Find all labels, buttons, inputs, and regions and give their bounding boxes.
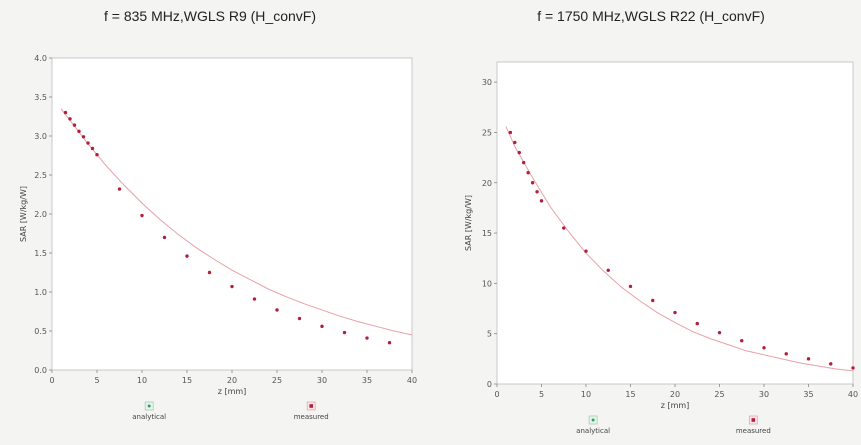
data-point-measured — [81, 135, 86, 139]
data-point-measured — [90, 146, 95, 151]
y-tick-label: 3.5 — [34, 93, 47, 102]
y-tick-label: 2.0 — [34, 210, 47, 219]
chart-835mhz: f = 835 MHz,WGLS R9 (H_convF) 0 5 10 15 20 25… — [0, 0, 420, 445]
data-point-measured — [275, 308, 279, 312]
data-point-measured — [535, 190, 539, 194]
data-point-measured — [526, 170, 530, 175]
data-point-measured — [77, 129, 81, 134]
y-tick-label: 25 — [482, 128, 492, 137]
y-tick-label: 10 — [482, 279, 492, 288]
legend-analytical-marker — [591, 418, 595, 422]
y-tick-label: 0 — [487, 380, 492, 389]
chart-835mhz-plot: 0 5 10 15 20 25 30 35 40 0.0 0.5 1.0 1.5 2.0 2.5 3.0 3.5… — [19, 54, 417, 421]
data-point-measured — [95, 153, 99, 157]
data-point-measured — [517, 150, 521, 155]
data-point-measured — [628, 284, 633, 289]
x-tick-label: 40 — [848, 390, 858, 399]
x-tick-label: 5 — [94, 376, 99, 385]
data-point-measured — [673, 310, 677, 315]
data-point-measured — [117, 187, 122, 191]
data-point-measured — [740, 339, 744, 343]
y-tick-label: 4.0 — [34, 54, 47, 63]
data-point-measured — [387, 341, 392, 345]
chart-title: f = 1750 MHz,WGLS R22 (H_convF) — [537, 8, 765, 24]
y-axis-label: SAR [W/kg/W] — [19, 186, 28, 242]
y-tick-label: 30 — [482, 78, 492, 87]
data-point-measured — [539, 199, 544, 203]
data-point-measured — [162, 235, 167, 240]
data-point-measured — [72, 123, 77, 127]
series-analytical-line — [60, 108, 413, 336]
data-point-measured — [342, 330, 347, 335]
data-point-measured — [717, 330, 722, 335]
legend-measured-marker — [751, 418, 756, 422]
data-point-measured — [530, 181, 535, 185]
y-tick-label: 2.5 — [34, 171, 47, 180]
legend-measured-label: measured — [294, 413, 329, 421]
data-point-measured — [252, 297, 257, 301]
legend-analytical-marker — [147, 404, 151, 408]
x-tick-label: 20 — [227, 376, 237, 385]
data-point-measured — [230, 284, 234, 289]
series-analytical-line — [505, 126, 854, 372]
data-point-measured — [829, 362, 833, 366]
data-point-measured — [606, 268, 610, 272]
x-tick-label: 30 — [317, 376, 327, 385]
legend-measured-label: measured — [736, 427, 771, 435]
data-point-measured — [207, 270, 212, 275]
data-point-measured — [695, 321, 699, 326]
y-tick-label: 0.5 — [34, 327, 47, 336]
data-point-measured — [140, 213, 144, 218]
y-tick-label: 20 — [482, 179, 492, 188]
chart-title: f = 835 MHz,WGLS R9 (H_convF) — [103, 8, 316, 24]
x-tick-label: 10 — [137, 376, 147, 385]
x-tick-label: 25 — [714, 390, 724, 399]
data-point-measured — [513, 140, 517, 145]
x-axis-label: z [mm] — [218, 387, 247, 396]
x-tick-label: 20 — [670, 390, 680, 399]
data-point-measured — [584, 249, 588, 253]
y-tick-label: 15 — [482, 229, 492, 238]
x-tick-label: 35 — [803, 390, 813, 399]
x-tick-label: 15 — [625, 390, 635, 399]
x-tick-label: 30 — [759, 390, 769, 399]
legend-analytical-label: analytical — [576, 427, 610, 435]
data-point-measured — [784, 352, 788, 356]
x-tick-label: 0 — [494, 390, 499, 399]
x-tick-label: 15 — [182, 376, 192, 385]
chart-1750mhz-plot: 0 5 10 15 20 25 30 35 40 0 5 10 15 20 25 30 z [mm] SAR [W… — [464, 61, 858, 435]
data-point-measured — [806, 357, 811, 361]
data-point-measured — [63, 110, 68, 115]
data-point-measured — [851, 366, 855, 370]
y-tick-label: 1.0 — [34, 288, 47, 297]
data-point-measured — [68, 117, 72, 121]
legend-analytical-label: analytical — [132, 413, 166, 421]
data-point-measured — [365, 336, 369, 340]
x-tick-label: 5 — [539, 390, 544, 399]
chart-1750mhz: f = 1750 MHz,WGLS R22 (H_convF) 0 5 10 15 20… — [441, 0, 861, 445]
x-axis-label: z [mm] — [661, 401, 690, 410]
y-tick-label: 5 — [487, 330, 492, 339]
data-point-measured — [508, 130, 513, 135]
y-tick-label: 3.0 — [34, 132, 47, 141]
x-tick-label: 35 — [362, 376, 372, 385]
x-tick-label: 25 — [272, 376, 282, 385]
data-point-measured — [522, 160, 526, 165]
data-point-measured — [86, 141, 90, 145]
x-tick-label: 10 — [581, 390, 591, 399]
data-point-measured — [185, 254, 189, 258]
data-point-measured — [297, 316, 302, 321]
y-tick-label: 0.0 — [34, 366, 47, 375]
x-tick-label: 40 — [407, 376, 417, 385]
x-tick-label: 0 — [49, 376, 54, 385]
data-point-measured — [651, 298, 655, 303]
y-tick-label: 1.5 — [34, 249, 47, 258]
data-point-measured — [562, 226, 566, 230]
plot-area — [51, 57, 413, 371]
legend-measured-marker — [309, 404, 313, 408]
data-point-measured — [320, 324, 324, 329]
y-axis-label: SAR [W/kg/W] — [464, 195, 473, 251]
data-point-measured — [762, 346, 766, 350]
plot-area — [496, 61, 854, 385]
